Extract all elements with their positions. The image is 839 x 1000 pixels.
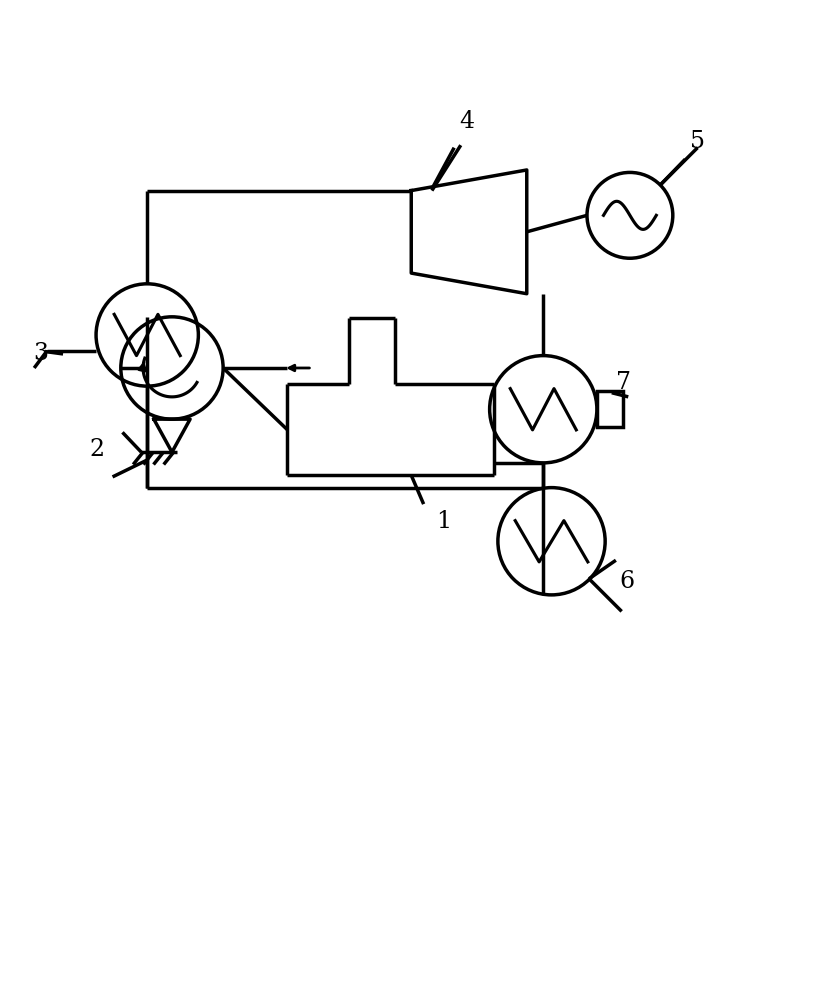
Text: 5: 5 <box>690 130 705 153</box>
Text: 7: 7 <box>616 371 631 394</box>
Text: 4: 4 <box>459 110 474 133</box>
Text: 6: 6 <box>619 570 634 593</box>
Text: 1: 1 <box>436 510 451 533</box>
Text: 3: 3 <box>34 342 48 365</box>
Bar <box>597 391 623 427</box>
Text: 2: 2 <box>89 438 104 461</box>
